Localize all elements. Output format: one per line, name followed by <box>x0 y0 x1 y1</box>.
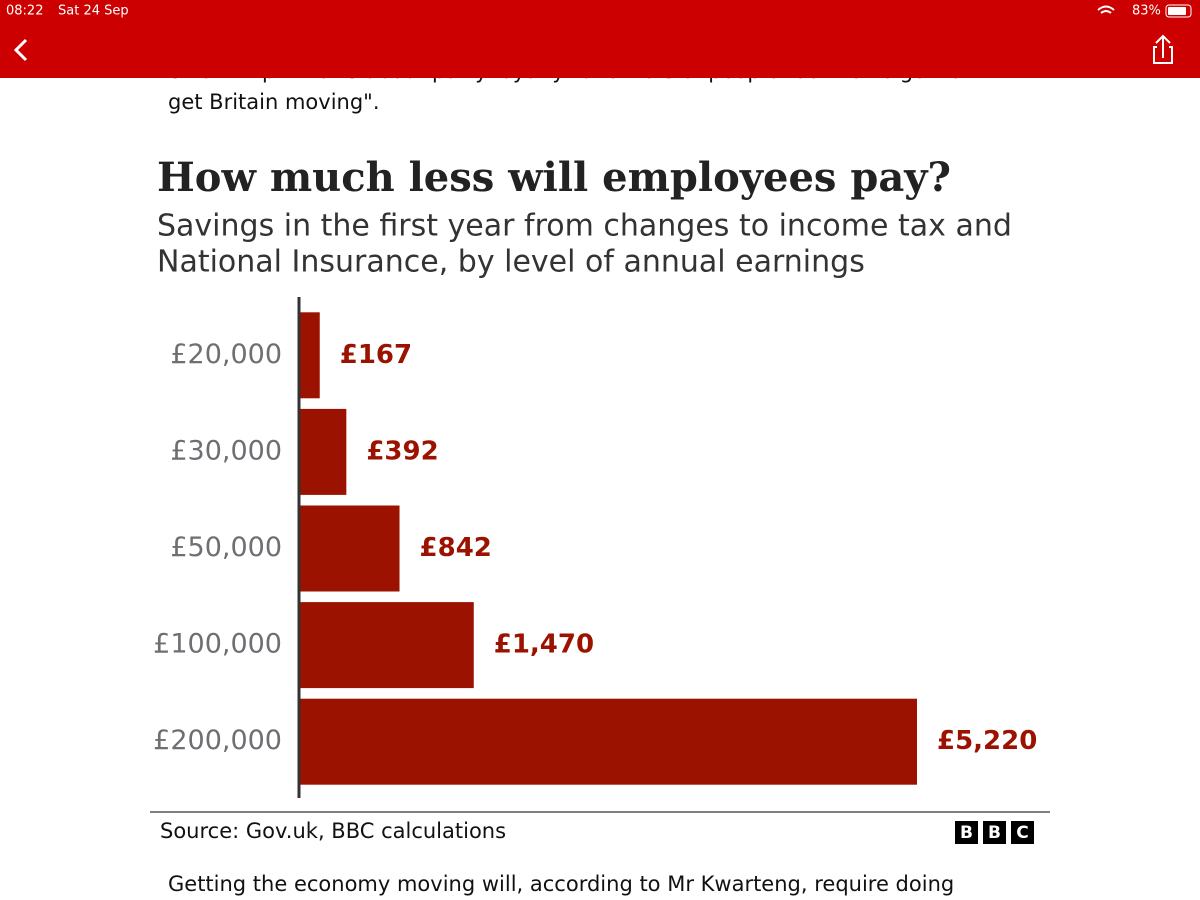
bar <box>300 505 400 592</box>
source: Source: Gov.uk, BBC calculations <box>160 819 506 843</box>
value-label: £167 <box>340 340 412 370</box>
battery-icon <box>1165 4 1192 18</box>
bar <box>300 602 474 689</box>
wifi-icon <box>1097 5 1115 14</box>
y-tick-label: £100,000 <box>153 629 282 660</box>
value-label: £392 <box>366 436 438 466</box>
y-tick-label: £30,000 <box>170 435 282 466</box>
chart-subtitle: Savings in the first year from changes t… <box>157 209 1012 244</box>
status-time: 08:22 <box>6 4 43 19</box>
logo-letter: B <box>960 823 973 843</box>
logo-box <box>983 821 1006 844</box>
logo-letter: C <box>1016 823 1028 843</box>
article-text: Getting the economy moving will, accordi… <box>168 872 954 896</box>
back-button[interactable] <box>13 38 28 62</box>
y-tick-label: £200,000 <box>153 725 282 756</box>
battery-fill <box>1168 7 1186 15</box>
y-tick-label: £50,000 <box>170 532 282 563</box>
bar <box>300 408 347 495</box>
bar <box>300 698 917 785</box>
chart-title: How much less will employees pay? <box>157 154 951 201</box>
chart-subtitle: National Insurance, by level of annual e… <box>157 245 865 280</box>
value-label: £1,470 <box>494 630 594 660</box>
plot: £20,000 £167 £30,000 £392 £50,000 £842 £100,00… <box>153 312 1037 785</box>
logo-box <box>1011 821 1034 844</box>
share-button[interactable] <box>1153 34 1173 64</box>
status-date: Sat 24 Sep <box>58 4 129 19</box>
battery-level: 83% <box>1132 4 1161 19</box>
article-text: get Britain moving". <box>168 90 380 114</box>
bar <box>300 312 320 399</box>
value-label: £5,220 <box>937 726 1037 756</box>
y-tick-label: £20,000 <box>170 339 282 370</box>
value-label: £842 <box>420 533 492 563</box>
logo-letter: B <box>988 823 1001 843</box>
header-bar <box>0 0 1200 78</box>
logo-box <box>955 821 978 844</box>
